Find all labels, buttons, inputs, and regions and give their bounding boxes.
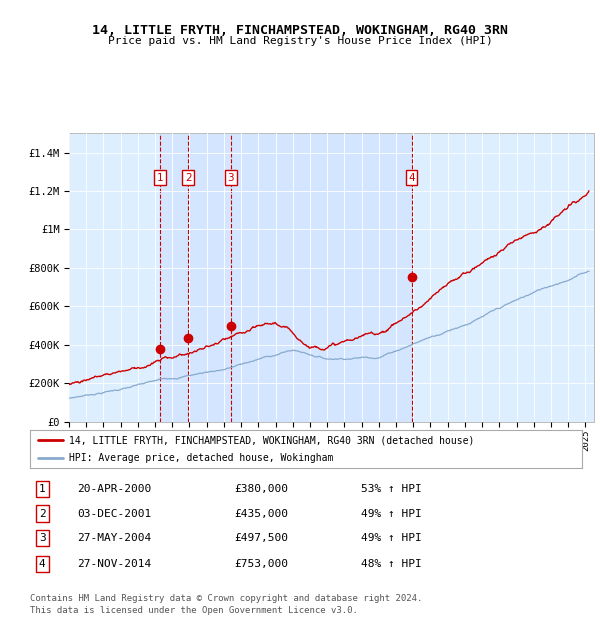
Text: 1: 1: [157, 172, 164, 182]
Text: 4: 4: [39, 559, 46, 569]
Text: Price paid vs. HM Land Registry's House Price Index (HPI): Price paid vs. HM Land Registry's House …: [107, 36, 493, 46]
Text: 49% ↑ HPI: 49% ↑ HPI: [361, 508, 422, 518]
Text: 4: 4: [408, 172, 415, 182]
Text: 49% ↑ HPI: 49% ↑ HPI: [361, 533, 422, 542]
Text: Contains HM Land Registry data © Crown copyright and database right 2024.
This d: Contains HM Land Registry data © Crown c…: [30, 594, 422, 615]
Text: 2: 2: [185, 172, 191, 182]
Text: 20-APR-2000: 20-APR-2000: [77, 484, 151, 494]
Text: HPI: Average price, detached house, Wokingham: HPI: Average price, detached house, Woki…: [68, 453, 333, 464]
Text: 1: 1: [39, 484, 46, 494]
Text: £753,000: £753,000: [234, 559, 288, 569]
Text: 53% ↑ HPI: 53% ↑ HPI: [361, 484, 422, 494]
Bar: [160, 133, 412, 422]
Text: 03-DEC-2001: 03-DEC-2001: [77, 508, 151, 518]
Text: £380,000: £380,000: [234, 484, 288, 494]
Text: 27-NOV-2014: 27-NOV-2014: [77, 559, 151, 569]
Text: £435,000: £435,000: [234, 508, 288, 518]
Text: 27-MAY-2004: 27-MAY-2004: [77, 533, 151, 542]
Text: 2: 2: [39, 508, 46, 518]
Text: 3: 3: [227, 172, 234, 182]
Text: 48% ↑ HPI: 48% ↑ HPI: [361, 559, 422, 569]
Text: 14, LITTLE FRYTH, FINCHAMPSTEAD, WOKINGHAM, RG40 3RN (detached house): 14, LITTLE FRYTH, FINCHAMPSTEAD, WOKINGH…: [68, 435, 474, 445]
Text: 3: 3: [39, 533, 46, 542]
Text: 14, LITTLE FRYTH, FINCHAMPSTEAD, WOKINGHAM, RG40 3RN: 14, LITTLE FRYTH, FINCHAMPSTEAD, WOKINGH…: [92, 24, 508, 37]
Text: £497,500: £497,500: [234, 533, 288, 542]
